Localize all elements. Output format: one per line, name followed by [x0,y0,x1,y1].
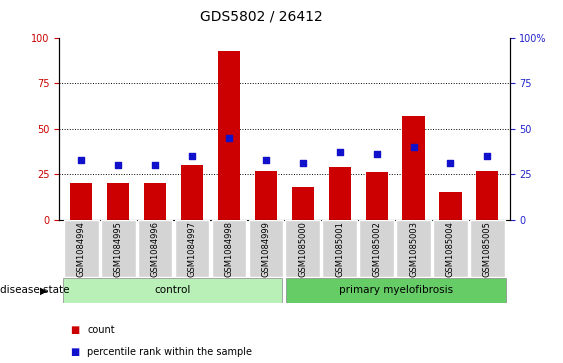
Bar [323,220,357,277]
Bar [181,165,203,220]
Text: disease state: disease state [0,285,69,295]
Bar [403,116,425,220]
Text: GSM1084999: GSM1084999 [261,221,270,277]
Bar [175,220,209,277]
Bar [107,183,129,220]
Point [372,151,381,157]
Text: GSM1084996: GSM1084996 [150,221,159,277]
Bar [138,220,172,277]
Point [483,153,492,159]
Text: GSM1084998: GSM1084998 [225,221,234,277]
Point [261,157,270,163]
Bar [248,220,283,277]
Text: GSM1085004: GSM1085004 [446,221,455,277]
Text: GSM1085005: GSM1085005 [483,221,492,277]
Bar [63,278,283,303]
Point [77,157,86,163]
Bar [396,220,431,277]
Text: control: control [154,285,191,295]
Text: GSM1085000: GSM1085000 [298,221,307,277]
Text: GSM1085001: GSM1085001 [335,221,344,277]
Bar [433,220,468,277]
Text: GSM1084995: GSM1084995 [114,221,123,277]
Bar [144,183,166,220]
Bar [470,220,504,277]
Text: GSM1085003: GSM1085003 [409,221,418,277]
Bar [64,220,99,277]
Point [187,153,196,159]
Point [225,135,234,141]
Point [409,144,418,150]
Bar [329,167,351,220]
Point [335,150,344,155]
Text: ■: ■ [70,347,79,357]
Text: primary myelofibrosis: primary myelofibrosis [339,285,453,295]
Bar [439,192,462,220]
Bar [212,220,246,277]
Text: GSM1084997: GSM1084997 [187,221,196,277]
Bar [70,183,92,220]
Text: count: count [87,325,115,335]
Bar [359,220,394,277]
Point [150,162,159,168]
Text: ▶: ▶ [41,285,48,295]
Text: GDS5802 / 26412: GDS5802 / 26412 [200,9,323,24]
Text: GSM1085002: GSM1085002 [372,221,381,277]
Text: GSM1084994: GSM1084994 [77,221,86,277]
Bar [292,187,314,220]
Text: percentile rank within the sample: percentile rank within the sample [87,347,252,357]
Text: ■: ■ [70,325,79,335]
Bar [255,171,277,220]
Point [446,160,455,166]
Bar [365,172,388,220]
Bar [218,51,240,220]
Bar [285,220,320,277]
Point [298,160,307,166]
Bar [286,278,506,303]
Bar [476,171,498,220]
Point [114,162,123,168]
Bar [101,220,136,277]
